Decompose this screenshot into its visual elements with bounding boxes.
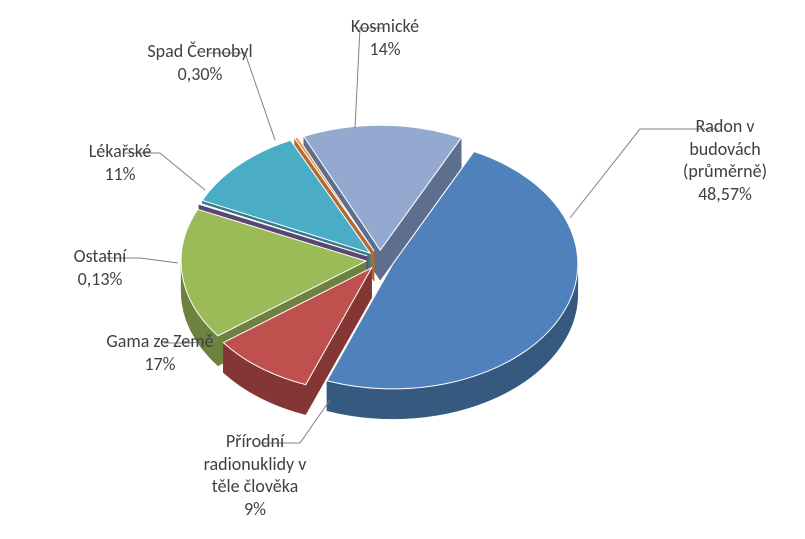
slice-label: Lékařské 11% bbox=[70, 140, 170, 185]
slice-label: Radon v budovách (průměrně) 48,57% bbox=[665, 115, 785, 205]
slice-label: Spad Černobyl 0,30% bbox=[125, 40, 275, 85]
slice-label: Kosmické 14% bbox=[325, 15, 445, 60]
slice-label: Přírodní radionuklidy v těle člověka 9% bbox=[175, 430, 335, 520]
pie-chart-3d: Radon v budovách (průměrně) 48,57% Přírod… bbox=[0, 0, 805, 539]
slice-label: Ostatní 0,13% bbox=[55, 245, 145, 290]
slice-label: Gama ze Země 17% bbox=[85, 330, 235, 375]
